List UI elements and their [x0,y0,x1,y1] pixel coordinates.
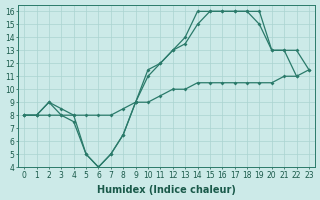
X-axis label: Humidex (Indice chaleur): Humidex (Indice chaleur) [97,185,236,195]
